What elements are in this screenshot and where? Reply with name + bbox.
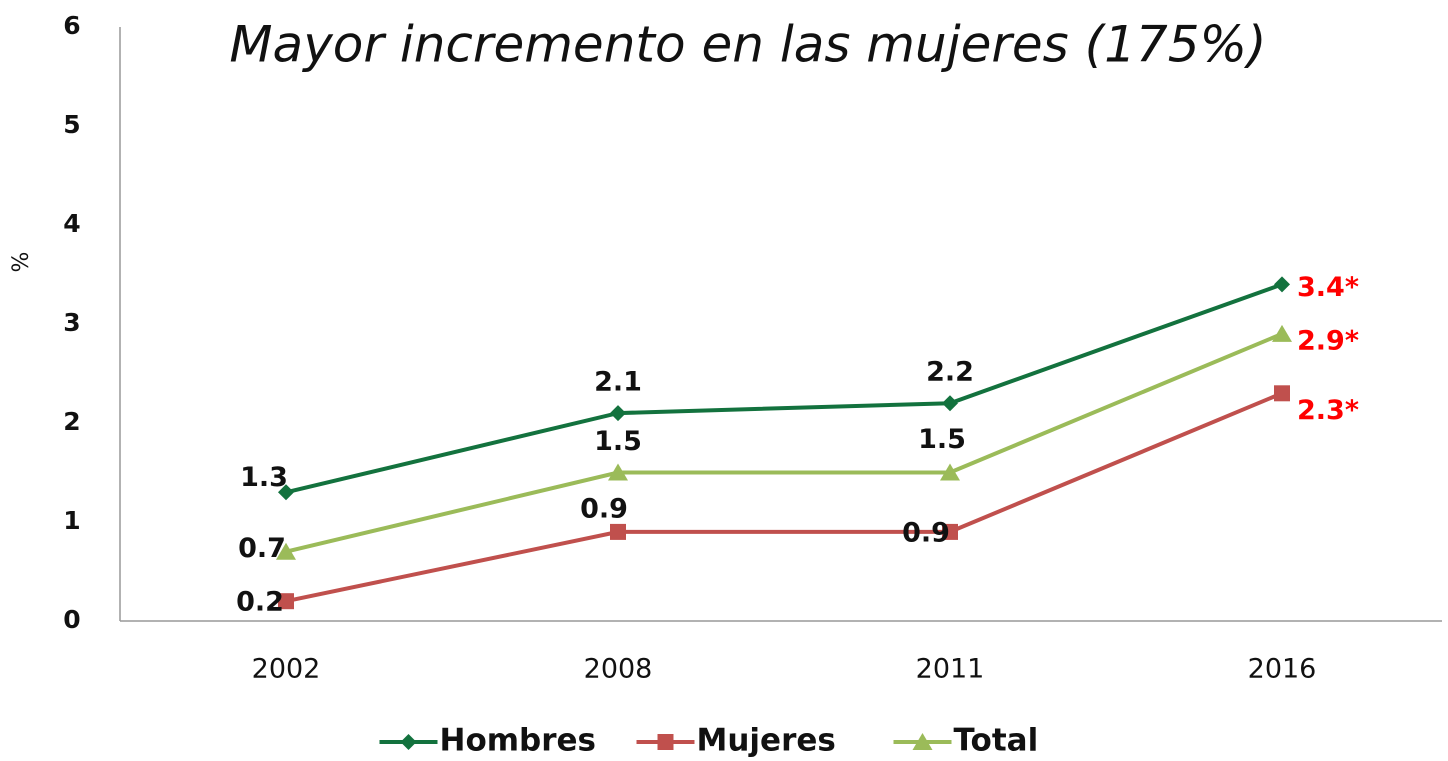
point-marker <box>942 523 958 540</box>
value-label: 2.1 <box>594 367 642 398</box>
point-marker <box>276 542 296 560</box>
value-label: 0.2 <box>236 587 284 618</box>
series-line <box>285 282 1283 495</box>
value-label: 2.9* <box>1297 325 1359 356</box>
legend-marker <box>400 734 417 750</box>
legend-label: Hombres <box>440 723 597 759</box>
series-line <box>285 332 1283 554</box>
value-label: 0.9 <box>902 517 950 548</box>
x-tick-label: 2008 <box>584 654 653 685</box>
point-marker <box>608 463 628 481</box>
x-tick-label: 2016 <box>1248 654 1317 685</box>
point-marker <box>610 405 626 422</box>
value-label: 2.2 <box>926 357 974 388</box>
legend-marker <box>657 734 674 750</box>
value-label: 3.4* <box>1297 272 1359 303</box>
series-line <box>285 391 1283 604</box>
point-marker <box>942 395 958 412</box>
y-axis-label: % <box>9 252 34 273</box>
x-tick-label: 2011 <box>916 654 985 685</box>
y-tick-label: 2 <box>63 407 80 436</box>
point-marker <box>1274 276 1290 293</box>
value-label: 0.9 <box>580 493 628 524</box>
value-label: 1.3 <box>240 462 288 493</box>
legend-label: Mujeres <box>697 723 836 759</box>
legend-marker <box>912 733 933 750</box>
y-tick-label: 6 <box>63 11 80 40</box>
point-marker <box>278 593 294 610</box>
y-tick-label: 0 <box>63 605 80 634</box>
point-marker <box>1272 324 1292 342</box>
value-label: 1.5 <box>918 424 966 455</box>
y-tick-label: 5 <box>63 110 80 139</box>
chart-title: Mayor incremento en las mujeres (175%) <box>229 16 1266 74</box>
y-tick-label: 4 <box>63 209 80 238</box>
value-label: 0.7 <box>238 533 286 564</box>
value-label: 2.3* <box>1297 395 1359 426</box>
y-tick-label: 1 <box>63 506 80 535</box>
value-label: 1.5 <box>594 426 642 457</box>
x-tick-label: 2002 <box>252 654 321 685</box>
point-marker <box>940 463 960 481</box>
point-marker <box>610 523 626 540</box>
point-marker <box>278 484 294 501</box>
point-marker <box>1274 385 1290 402</box>
legend-label: Total <box>954 723 1039 759</box>
y-tick-label: 3 <box>63 308 80 337</box>
